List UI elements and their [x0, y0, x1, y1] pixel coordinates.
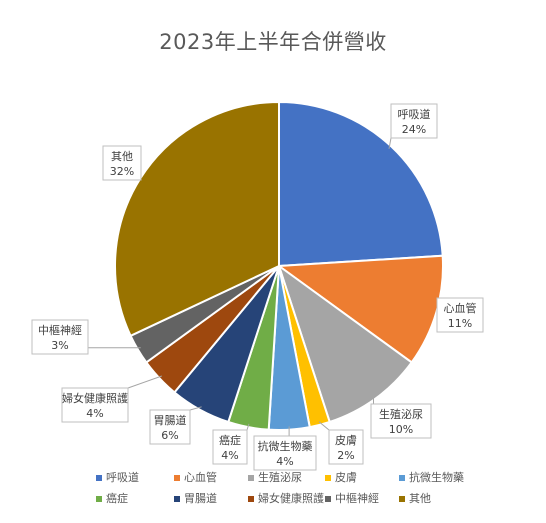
data-label-value-5: 4%: [276, 455, 293, 468]
data-label-category-7: 胃腸道: [154, 413, 187, 427]
data-label-value-8: 4%: [86, 407, 103, 420]
data-label-category-1: 呼吸道: [398, 107, 431, 121]
leader-line-4: [318, 421, 330, 431]
data-label-box-1: [390, 103, 438, 139]
pie-slice-3: [277, 263, 414, 424]
data-label-box-4: [328, 429, 364, 465]
legend-swatch-1: [96, 475, 102, 481]
legend-entry-9: 中樞神經: [335, 491, 379, 505]
leader-line-1: [388, 137, 392, 149]
legend-swatch-6: [96, 496, 102, 502]
data-label-category-5: 抗微生物藥: [258, 439, 313, 453]
legend-swatch-3: [248, 475, 254, 481]
legend-entry-5: 抗微生物藥: [409, 470, 464, 484]
data-label-box-3: [370, 403, 432, 439]
legend-entry-4: 皮膚: [335, 470, 357, 484]
data-label-value-7: 6%: [161, 429, 178, 442]
data-label-category-9: 中樞神經: [38, 323, 82, 337]
legend-swatch-7: [174, 496, 180, 502]
data-label-value-9: 3%: [51, 339, 68, 352]
data-label-value-3: 10%: [389, 423, 413, 436]
data-label-category-8: 婦女健康照護: [62, 391, 128, 405]
legend-swatch-8: [248, 496, 254, 502]
leader-line-8: [127, 375, 162, 389]
leader-line-6: [246, 423, 250, 431]
data-label-category-10: 其他: [111, 150, 133, 163]
chart-title: 2023年上半年合併營收: [159, 30, 387, 54]
data-label-box-8: [61, 387, 129, 423]
legend-entry-3: 生殖泌尿: [258, 470, 302, 484]
legend-swatch-5: [399, 475, 405, 481]
data-label-box-9: [31, 319, 89, 355]
legend-entry-2: 心血管: [184, 470, 217, 484]
pie-slice-2: [276, 254, 445, 364]
legend-entry-1: 呼吸道: [106, 470, 139, 484]
data-label-category-2: 心血管: [444, 301, 477, 315]
data-label-value-10: 32%: [110, 165, 134, 178]
data-label-value-6: 4%: [221, 449, 238, 462]
data-label-value-4: 2%: [337, 449, 354, 462]
data-label-box-6: [212, 429, 248, 465]
legend-entry-8: 婦女健康照護: [258, 491, 324, 505]
data-label-box-10: [102, 145, 142, 181]
data-label-category-4: 皮膚: [335, 433, 357, 447]
data-label-category-3: 生殖泌尿: [379, 407, 423, 421]
legend-swatch-4: [325, 475, 331, 481]
legend-swatch-9: [325, 496, 331, 502]
data-label-value-2: 11%: [448, 317, 472, 330]
leader-line-7: [189, 406, 202, 411]
data-label-box-2: [436, 297, 484, 333]
legend-entry-7: 胃腸道: [184, 491, 217, 505]
legend-entry-10: 其他: [409, 492, 431, 505]
legend-swatch-10: [399, 496, 405, 502]
pie-slice-1: [278, 100, 444, 268]
data-label-value-1: 24%: [402, 123, 426, 136]
data-label-box-5: [253, 435, 317, 471]
data-label-category-6: 癌症: [219, 433, 241, 447]
legend-entry-6: 癌症: [106, 491, 128, 505]
data-label-box-7: [149, 409, 191, 445]
legend-swatch-2: [174, 475, 180, 481]
